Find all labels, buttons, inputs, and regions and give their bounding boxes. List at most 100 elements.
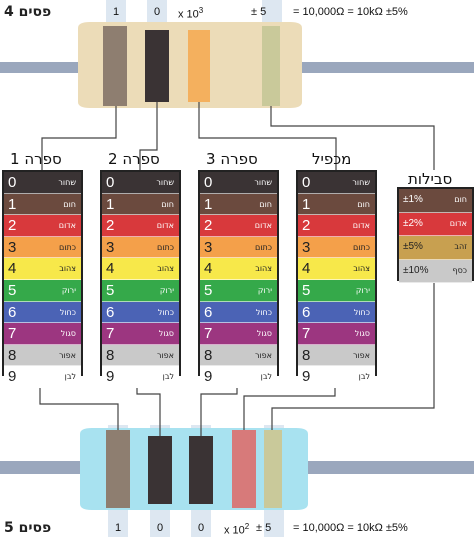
- color-row: 0 שחור: [298, 172, 375, 194]
- color-column-digit-2: 0 שחור 1 חום 2 אדום 3 כתום 4 צהוב 5 ירוק 6 כחול 7 סגול 8…: [100, 170, 181, 388]
- color-row-name: שחור: [254, 178, 272, 187]
- color-row: 9 לבן: [4, 366, 81, 388]
- color-row-name: סגול: [60, 329, 76, 339]
- color-row-digit: 9: [204, 368, 213, 386]
- color-row-name: לבן: [64, 372, 76, 382]
- color-row-digit: 2: [106, 217, 115, 235]
- column-title-digit-2: ספרה 2: [108, 150, 160, 168]
- color-row-name: צהוב: [157, 264, 174, 274]
- color-row: 2 אדום: [102, 215, 179, 237]
- color-row-name: אפור: [58, 350, 76, 360]
- color-row-name: לבן: [260, 372, 272, 382]
- bottom-digit-3: 0: [197, 522, 205, 534]
- top-tolerance: ± 5: [251, 6, 267, 18]
- color-row-name: אדום: [254, 221, 272, 231]
- bottom-multiplier-exponent: 2: [244, 522, 250, 531]
- tolerance-row: ±2% אדום: [399, 212, 472, 236]
- tolerance-column: ±1% חום ±2% אדום ±5% זהב ±10% כסף: [397, 187, 474, 283]
- color-row-digit: 9: [302, 368, 311, 386]
- tolerance-row: ±10% כסף: [399, 259, 472, 283]
- color-row: 8 אפור: [200, 344, 277, 367]
- color-row: 2 אדום: [200, 215, 277, 237]
- color-row-name: כחול: [255, 307, 272, 317]
- color-row-digit: 8: [8, 346, 17, 364]
- color-row: 1 חום: [4, 193, 81, 216]
- bottom-digit-2: 0: [156, 522, 164, 534]
- color-row-name: כתום: [157, 242, 174, 252]
- color-row-digit: 0: [302, 174, 311, 191]
- tolerance-row: ±1% חום: [399, 189, 472, 213]
- color-row-digit: 7: [204, 325, 213, 343]
- color-row-name: צהוב: [59, 264, 76, 274]
- column-title-tolerance: סבילות: [408, 170, 453, 188]
- color-row-name: שחור: [352, 178, 370, 187]
- color-row-digit: 1: [8, 195, 17, 213]
- color-row-name: אדום: [352, 221, 370, 231]
- color-row-digit: 6: [302, 303, 311, 321]
- color-row-digit: 3: [204, 238, 213, 256]
- bottom-band-5: [264, 430, 282, 508]
- bottom-multiplier-base: x 10: [224, 524, 245, 537]
- bottom-band-2: [148, 436, 172, 504]
- color-row: 7 סגול: [200, 323, 277, 345]
- color-row: 5 ירוק: [298, 279, 375, 302]
- top-multiplier-exponent: 3: [198, 6, 204, 15]
- color-row-digit: 2: [302, 217, 311, 235]
- color-row: 6 כחול: [298, 301, 375, 324]
- color-row-digit: 0: [8, 174, 17, 191]
- color-row-digit: 6: [8, 303, 17, 321]
- color-column-digit-3: 0 שחור 1 חום 2 אדום 3 כתום 4 צהוב 5 ירוק 6 כחול 7 סגול 8…: [198, 170, 279, 388]
- color-row-name: ירוק: [257, 285, 272, 295]
- tolerance-row-name: כסף: [452, 265, 467, 275]
- color-row-digit: 8: [204, 346, 213, 364]
- color-row-name: צהוב: [255, 264, 272, 274]
- color-row: 8 אפור: [102, 344, 179, 367]
- color-row-digit: 9: [8, 368, 17, 386]
- color-row: 4 צהוב: [4, 258, 81, 280]
- color-row-name: סגול: [354, 329, 370, 339]
- connector-top-2: [139, 102, 158, 170]
- color-row: 1 חום: [200, 193, 277, 216]
- color-row: 6 כחול: [102, 301, 179, 324]
- connector-top-3: [198, 102, 337, 170]
- color-row: 7 סגול: [298, 323, 375, 345]
- color-row-name: סגול: [158, 329, 174, 339]
- color-row-digit: 4: [302, 260, 311, 278]
- color-row-digit: 9: [106, 368, 115, 386]
- top-multiplier: x 103: [178, 6, 203, 21]
- color-row-digit: 4: [204, 260, 213, 278]
- color-row-digit: 3: [302, 238, 311, 256]
- tolerance-row-value: ±2%: [403, 217, 423, 229]
- bottom-tolerance: ± 5: [256, 522, 272, 534]
- color-row-name: אדום: [58, 221, 76, 231]
- color-row-digit: 4: [8, 260, 17, 278]
- connector-bottom-1: [39, 374, 119, 430]
- color-row-name: כחול: [353, 307, 370, 317]
- color-row-name: חום: [357, 199, 370, 209]
- top-band-4: [262, 26, 280, 106]
- tolerance-row: ±5% זהב: [399, 236, 472, 260]
- color-row-digit: 1: [302, 195, 311, 213]
- color-row-name: כחול: [157, 307, 174, 317]
- tolerance-row-name: חום: [454, 195, 467, 204]
- top-label: 4 פסים: [4, 4, 52, 20]
- color-row-name: אדום: [156, 221, 174, 231]
- color-row-digit: 5: [106, 281, 115, 299]
- color-row: 7 סגול: [102, 323, 179, 345]
- color-row: 1 חום: [102, 193, 179, 216]
- color-row: 1 חום: [298, 193, 375, 216]
- color-row: 9 לבן: [298, 366, 375, 388]
- color-row-digit: 1: [204, 195, 213, 213]
- column-title-digit-1: ספרה 1: [10, 150, 62, 168]
- color-row-name: צהוב: [353, 264, 370, 274]
- color-row-name: סגול: [256, 329, 272, 339]
- color-column-multiplier: 0 שחור 1 חום 2 אדום 3 כתום 4 צהוב 5 ירוק 6 כחול 7 סגול 8…: [296, 170, 377, 388]
- color-row: 4 צהוב: [102, 258, 179, 280]
- tolerance-row-name: זהב: [454, 242, 467, 251]
- color-row-name: כחול: [59, 307, 76, 317]
- color-row-name: כתום: [59, 242, 76, 252]
- color-row: 8 אפור: [298, 344, 375, 367]
- color-row-name: ירוק: [61, 285, 76, 295]
- color-row-digit: 3: [106, 238, 115, 256]
